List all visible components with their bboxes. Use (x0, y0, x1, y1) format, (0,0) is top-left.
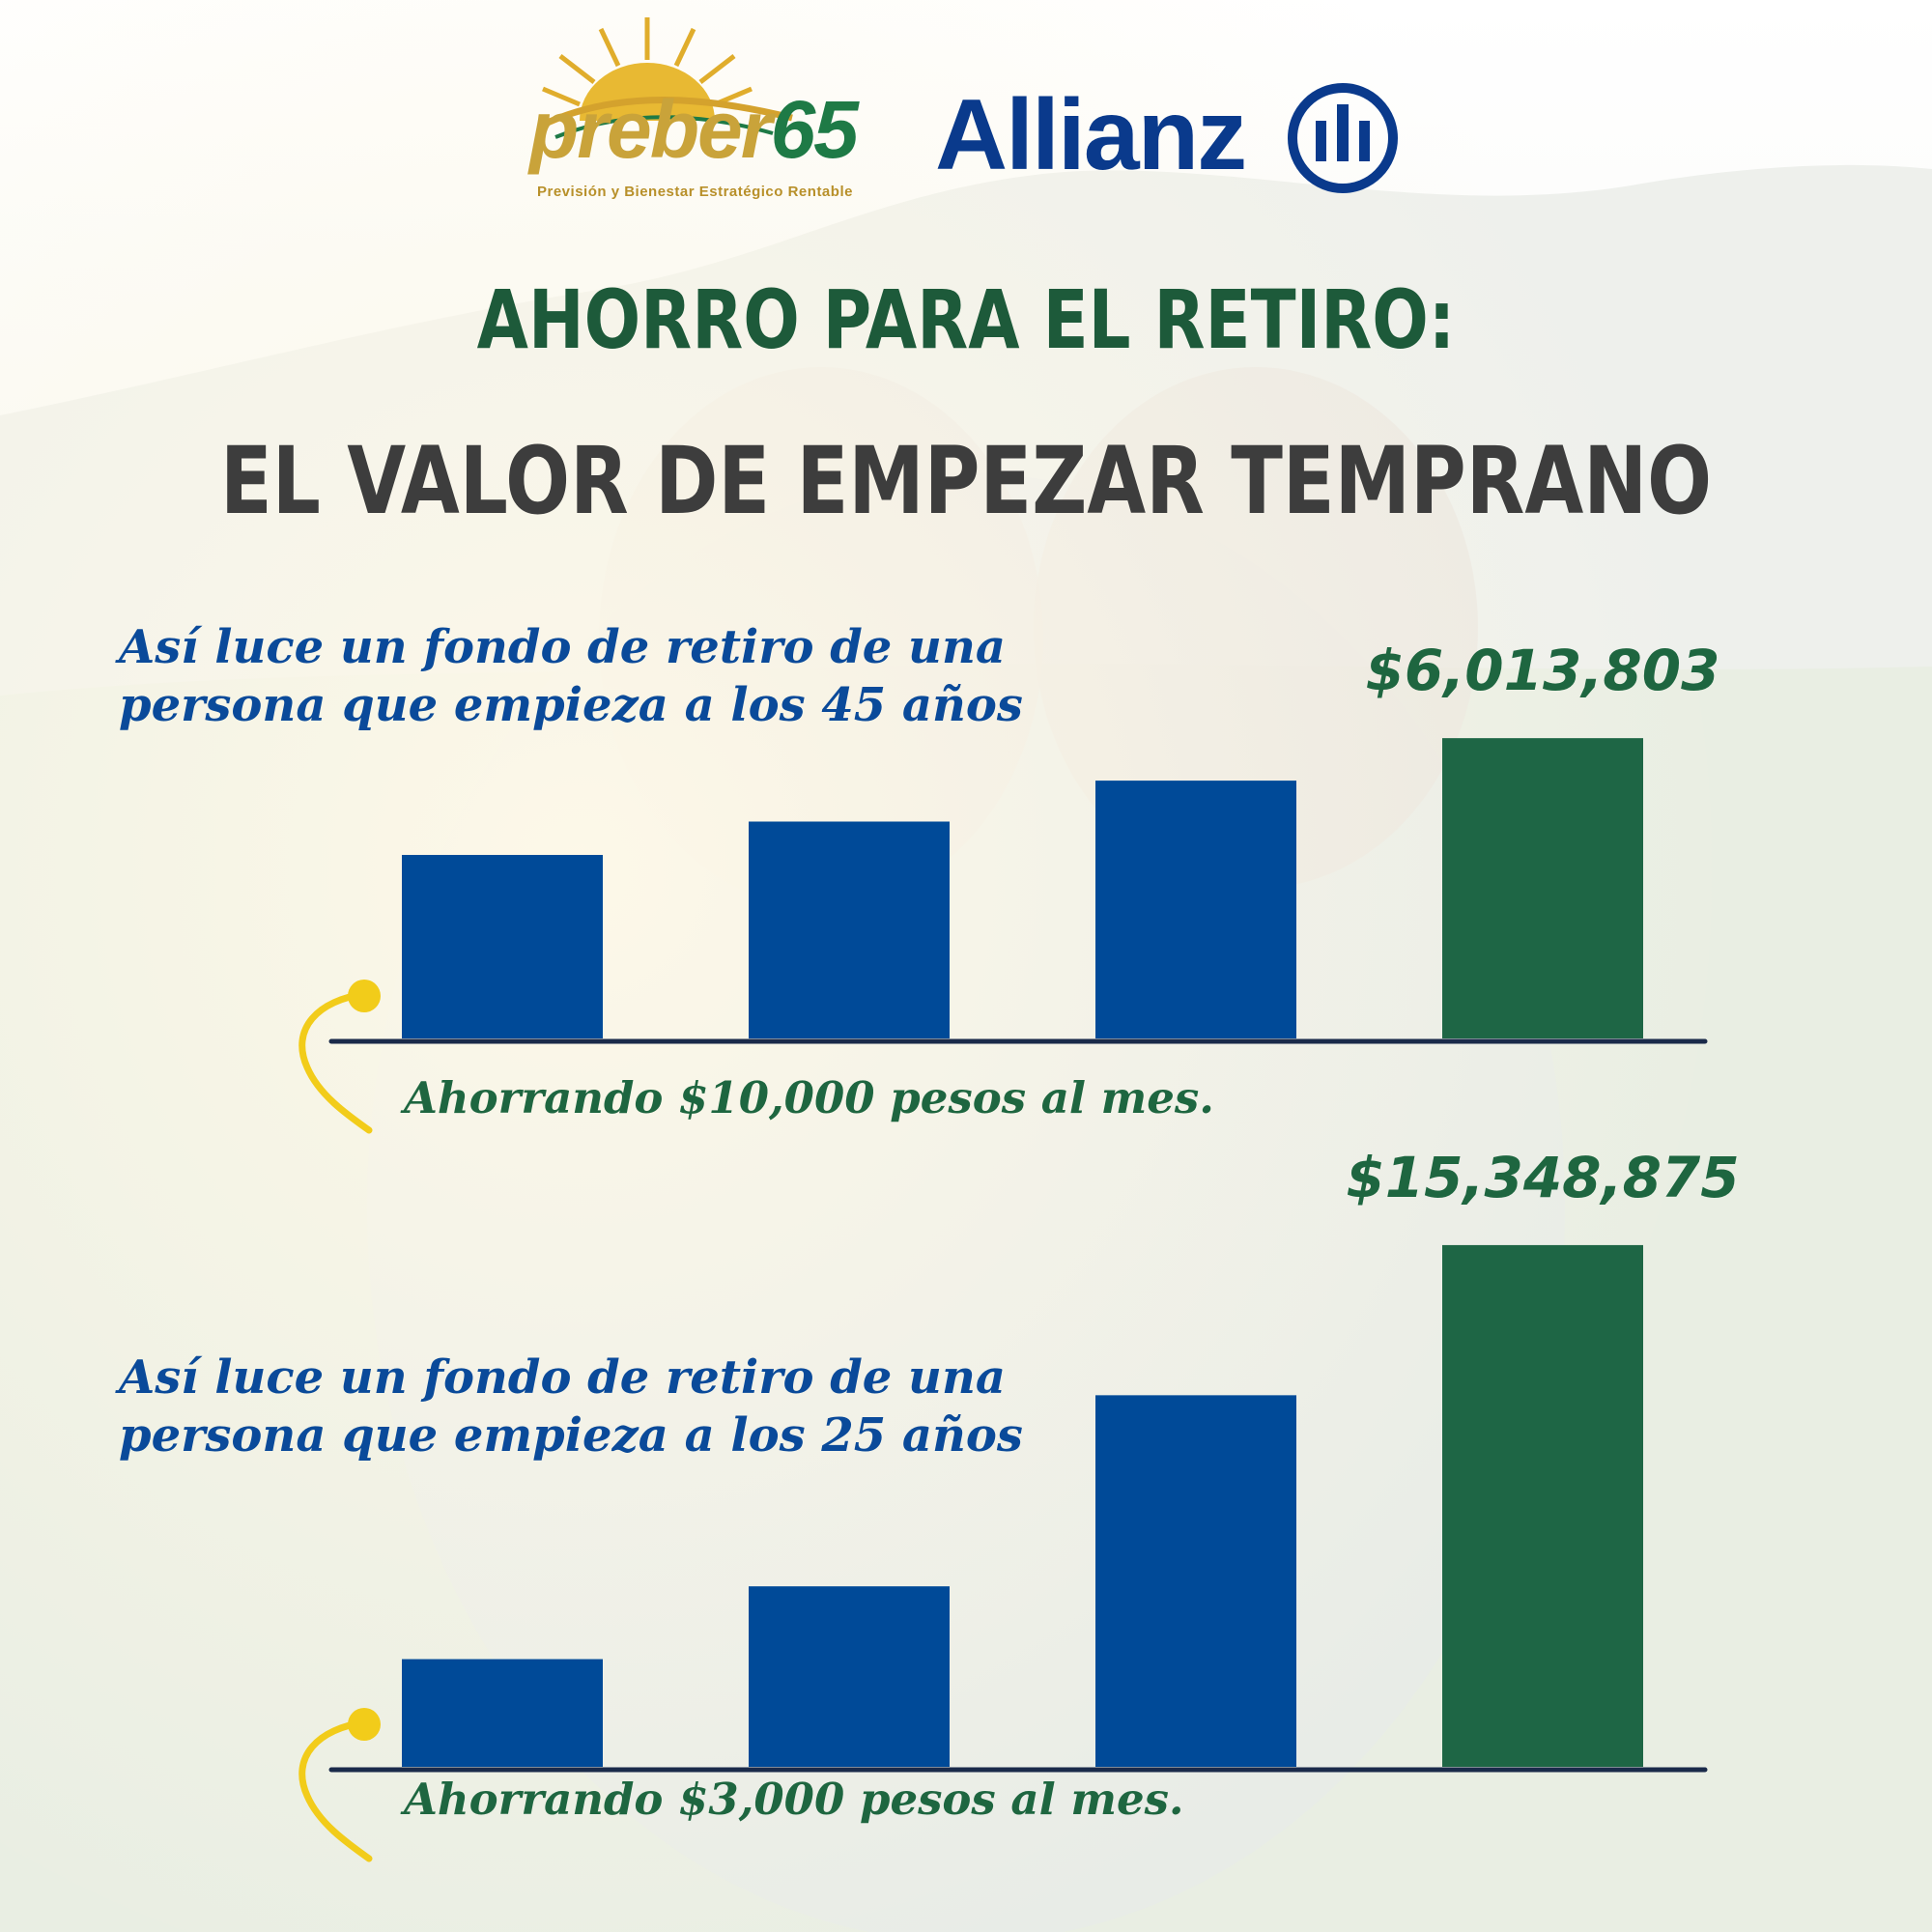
chart2-curl-dot (348, 1708, 381, 1741)
allianz-wordmark: Allianz (935, 79, 1247, 191)
chart1-curl-decoration (298, 990, 373, 1134)
preber-number: 65 (770, 84, 858, 175)
chart2-curl-decoration (298, 1719, 373, 1862)
chart1-bar-4 (1442, 738, 1643, 1038)
chart2-bar-3 (1095, 1395, 1296, 1767)
chart1-curl-dot (348, 980, 381, 1012)
chart1-saving-note: Ahorrando $10,000 pesos al mes. (404, 1072, 1214, 1123)
chart1-value-label: $6,013,803 (1366, 638, 1720, 703)
preber65-wordmark: preber65 (529, 89, 859, 170)
chart2-bar-2 (749, 1586, 950, 1767)
chart2-saving-note: Ahorrando $3,000 pesos al mes. (404, 1774, 1184, 1825)
chart1-caption: Así luce un fondo de retiro de una perso… (119, 618, 1023, 734)
title-line-1: AHORRO PARA EL RETIRO: (476, 272, 1456, 367)
preber-name: preber (529, 84, 772, 175)
chart2-caption: Así luce un fondo de retiro de una perso… (119, 1349, 1023, 1464)
chart1-caption-line2: persona que empieza a los 45 años (119, 678, 1023, 732)
title-line-2: EL VALOR DE EMPEZAR TEMPRANO (219, 427, 1713, 535)
chart2-bar-4 (1442, 1244, 1643, 1767)
chart1-bar-2 (749, 821, 950, 1038)
chart1-plot: $6,013,803 (298, 638, 1720, 1134)
chart2-plot: $15,348,875 (298, 1145, 1740, 1862)
chart2-value-label: $15,348,875 (1346, 1145, 1739, 1210)
chart2-caption-line1: Así luce un fondo de retiro de una (119, 1350, 1006, 1405)
chart1-caption-line1: Así luce un fondo de retiro de una (119, 620, 1006, 674)
preber-tagline: Previsión y Bienestar Estratégico Rentab… (537, 184, 853, 200)
chart1-bar-3 (1095, 781, 1296, 1038)
chart2-bar-1 (402, 1659, 603, 1767)
chart1-bar-1 (402, 855, 603, 1038)
chart2-caption-line2: persona que empieza a los 25 años (119, 1408, 1023, 1463)
